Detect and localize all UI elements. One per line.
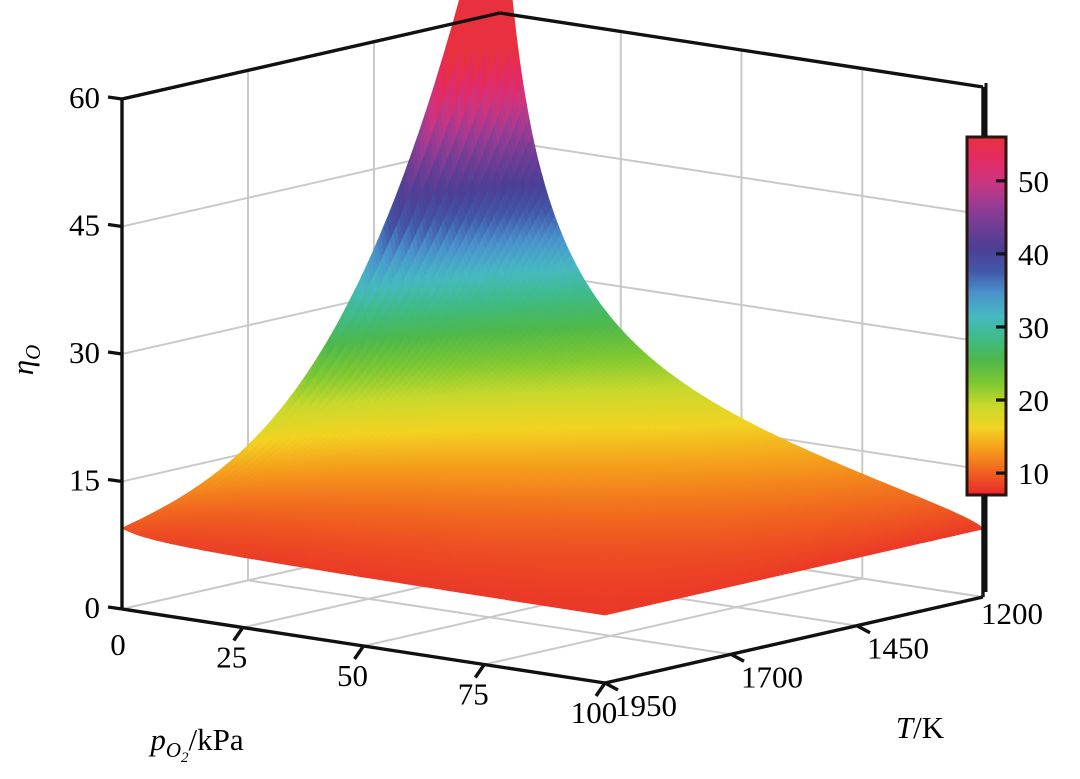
surface-mesh [121, 0, 984, 616]
grid-line [484, 577, 863, 666]
grid-line [247, 579, 732, 656]
